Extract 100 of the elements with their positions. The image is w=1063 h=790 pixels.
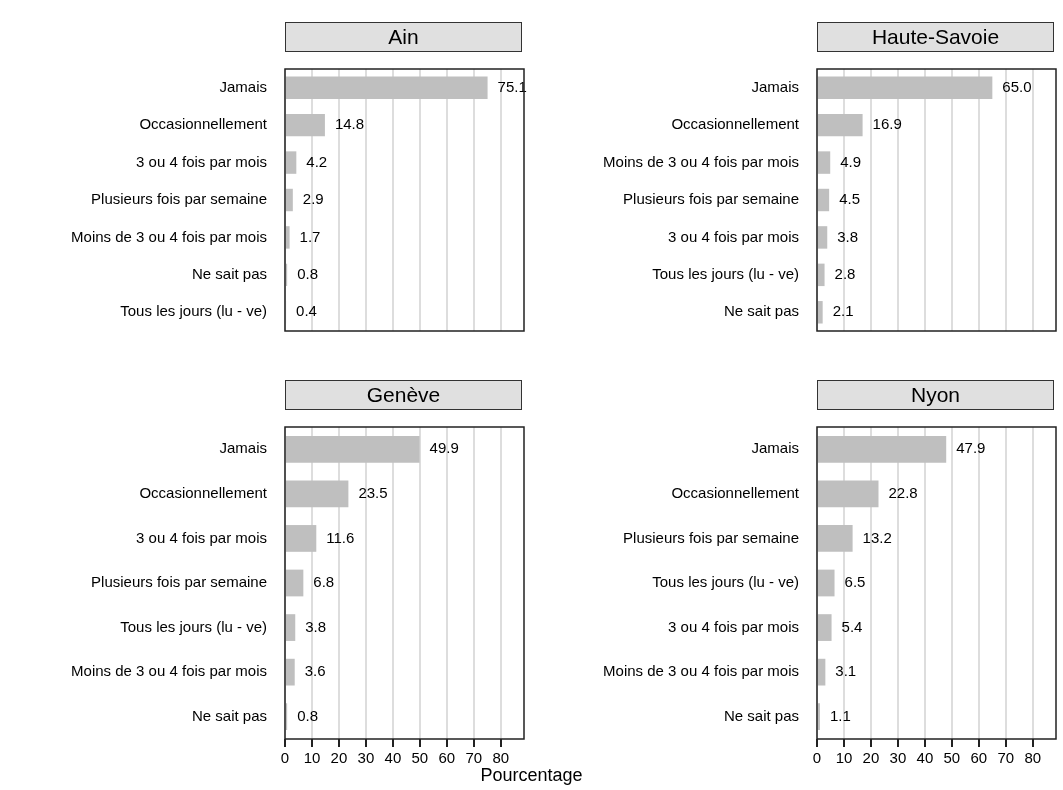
y-tick-label: Occasionnellement [139, 115, 268, 133]
y-tick-label: Plusieurs fois par semaine [91, 190, 267, 208]
bar [286, 435, 420, 463]
bar [818, 435, 947, 463]
bar [286, 569, 304, 597]
data-label: 23.5 [358, 484, 388, 501]
y-tick-label: Tous les jours (lu - ve) [652, 573, 799, 591]
y-tick-label: 3 ou 4 fois par mois [136, 528, 267, 546]
data-label: 65.0 [1002, 77, 1032, 95]
y-tick-label: Moins de 3 ou 4 fois par mois [603, 152, 799, 170]
x-tick-label: 50 [943, 749, 961, 767]
y-tick-label: 3 ou 4 fois par mois [136, 152, 267, 170]
y-tick-label: Tous les jours (lu - ve) [120, 617, 267, 635]
data-label: 4.9 [840, 152, 862, 170]
y-tick-label: Jamais [751, 77, 799, 95]
y-tick-label: Jamais [751, 439, 799, 457]
y-tick-label: Moins de 3 ou 4 fois par mois [71, 227, 267, 245]
x-tick-label: 40 [916, 749, 934, 767]
y-tick-label: Moins de 3 ou 4 fois par mois [603, 662, 799, 680]
data-label: 6.5 [844, 573, 866, 591]
bar [286, 480, 349, 508]
bar [818, 263, 825, 287]
bar [286, 113, 325, 137]
y-tick-label: Occasionnellement [671, 484, 800, 501]
y-tick-label: 3 ou 4 fois par mois [668, 617, 799, 635]
y-tick-label: Plusieurs fois par semaine [91, 573, 267, 591]
y-tick-label: Occasionnellement [671, 115, 800, 133]
data-label: 49.9 [429, 439, 459, 457]
data-label: 0.8 [297, 706, 319, 724]
data-label: 3.1 [835, 662, 857, 680]
y-tick-label: Jamais [219, 439, 267, 457]
x-tick-label: 0 [812, 749, 822, 767]
bar [818, 658, 826, 686]
y-tick-label: Ne sait pas [723, 706, 799, 724]
data-label: 14.8 [334, 115, 365, 133]
chart-title: Haute-Savoie [817, 22, 1054, 52]
data-label: 2.8 [834, 265, 856, 282]
x-tick-label: 60 [970, 749, 988, 767]
bar [286, 525, 317, 552]
bar [286, 188, 293, 212]
y-tick-label: Jamais [219, 77, 267, 95]
y-tick-label: 3 ou 4 fois par mois [668, 227, 799, 245]
bar [818, 525, 853, 552]
x-tick-label: 40 [384, 749, 402, 767]
x-tick-label: 10 [835, 749, 853, 767]
bar [286, 151, 297, 174]
y-tick-label: Ne sait pas [191, 265, 267, 282]
bar [818, 151, 831, 174]
y-tick-label: Plusieurs fois par semaine [623, 528, 799, 546]
y-tick-label: Ne sait pas [191, 706, 267, 724]
x-tick-label: 20 [330, 749, 348, 767]
x-tick-label: 30 [889, 749, 907, 767]
data-label: 13.2 [862, 528, 892, 546]
bar [818, 614, 832, 641]
y-tick-label: Plusieurs fois par semaine [623, 190, 799, 208]
data-label: 3.6 [304, 662, 326, 680]
x-tick-label: 20 [862, 749, 880, 767]
bar [818, 113, 863, 137]
bar [286, 614, 296, 641]
data-label: 47.9 [956, 439, 986, 457]
x-axis-title: Pourcentage [479, 765, 584, 786]
data-label: 3.8 [837, 227, 859, 245]
chart-title: Nyon [817, 380, 1054, 410]
x-tick-label: 30 [357, 749, 375, 767]
data-label: 4.5 [839, 190, 860, 208]
data-label: 4.2 [306, 152, 328, 170]
y-tick-label: Tous les jours (lu - ve) [652, 265, 799, 282]
data-label: 2.1 [832, 302, 854, 320]
data-label: 11.6 [326, 528, 355, 546]
x-tick-label: 70 [465, 749, 483, 767]
x-tick-label: 0 [280, 749, 290, 767]
bar [818, 76, 993, 99]
data-label: 22.8 [888, 484, 918, 501]
bar [818, 226, 828, 249]
data-label: 2.9 [302, 190, 324, 208]
bar [286, 226, 290, 249]
data-label: 0.4 [296, 302, 317, 320]
data-label: 3.8 [305, 617, 327, 635]
x-tick-label: 10 [303, 749, 321, 767]
bar [818, 480, 879, 508]
y-tick-label: Tous les jours (lu - ve) [120, 302, 267, 320]
y-tick-label: Occasionnellement [139, 484, 268, 501]
bar [286, 658, 295, 686]
x-tick-label: 60 [438, 749, 456, 767]
bar [818, 188, 830, 212]
bar [286, 76, 488, 99]
y-tick-label: Ne sait pas [723, 302, 799, 320]
data-label: 1.1 [829, 706, 851, 724]
chart-title: Ain [285, 22, 522, 52]
data-label: 0.8 [297, 265, 319, 282]
x-tick-label: 50 [411, 749, 429, 767]
chart-title: Genève [285, 380, 522, 410]
data-label: 1.7 [299, 227, 321, 245]
y-tick-label: Moins de 3 ou 4 fois par mois [71, 662, 267, 680]
data-label: 5.4 [841, 617, 863, 635]
bar [818, 569, 835, 597]
x-tick-label: 70 [997, 749, 1015, 767]
data-label: 16.9 [872, 115, 902, 133]
x-tick-label: 80 [1024, 749, 1042, 767]
bar [818, 301, 823, 324]
